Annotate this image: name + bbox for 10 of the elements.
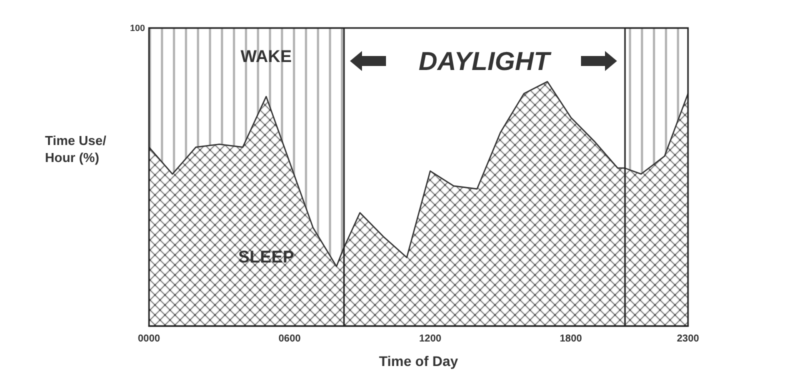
text: 100	[130, 23, 145, 33]
x-tick-label: 0000	[138, 334, 161, 344]
x-tick-label: 0600	[278, 334, 302, 344]
x-tick-label: 1800	[560, 334, 582, 344]
x-axis-title: Time of Day	[378, 353, 458, 369]
x-tick-label: 1200	[419, 334, 442, 344]
x-tick-label: 2300	[676, 334, 700, 344]
y-axis-title: Time Use/ Hour (%)	[45, 133, 110, 165]
series-label: WAKE	[240, 46, 292, 66]
annotation: DAYLIGHT	[418, 46, 552, 76]
